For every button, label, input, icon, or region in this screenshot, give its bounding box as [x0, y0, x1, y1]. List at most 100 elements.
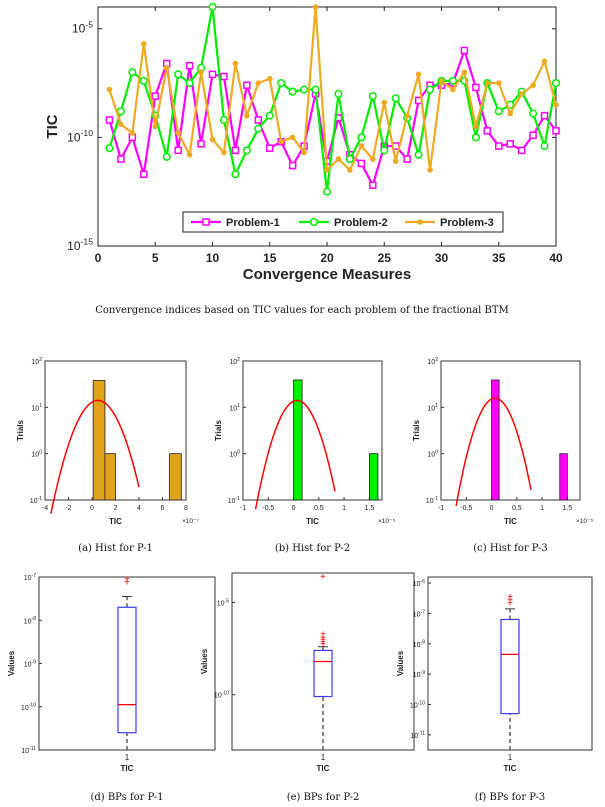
- legend-marker: [417, 219, 423, 225]
- box-iqr: [313, 649, 333, 698]
- data-point: [540, 111, 549, 120]
- data-point: [381, 99, 388, 106]
- data-point: [427, 167, 433, 173]
- data-point: [185, 61, 194, 70]
- subfigure-caption: (c) Hist for P-3: [473, 543, 547, 554]
- outlier-marker: +: [320, 638, 326, 649]
- outlier-marker: +: [320, 639, 326, 650]
- subfigure-caption: (e) BPs for P-2: [287, 792, 360, 803]
- data-point: [208, 70, 217, 79]
- box-iqr: [117, 606, 137, 734]
- data-point: [345, 155, 354, 164]
- x-tick-label: 0: [292, 505, 296, 512]
- histogram-p1: -4 -2 0 2 4 6 8 102 101 100 10-1 TIC ×10⁻⁷ Trials (a) …: [16, 357, 199, 554]
- x-axis-label: TIC: [504, 517, 517, 526]
- data-point: [243, 81, 251, 89]
- data-point: [288, 87, 297, 96]
- subfigure-caption: (d) BPs for P-1: [90, 792, 163, 803]
- data-point: [450, 86, 456, 93]
- histogram-bar: [559, 453, 568, 501]
- box-iqr: [500, 618, 520, 715]
- x-tick-label: 2: [114, 505, 118, 512]
- data-point: [369, 181, 377, 189]
- data-point: [141, 41, 147, 47]
- data-point: [483, 127, 492, 135]
- x-tick-label: 1.5: [364, 505, 374, 512]
- x-tick-label: 1: [508, 753, 513, 762]
- x-tick-label: 35: [492, 251, 506, 265]
- x-tick-label: 1: [540, 505, 544, 512]
- data-point: [368, 92, 377, 101]
- data-point: [495, 80, 502, 86]
- data-point: [530, 82, 536, 89]
- data-point: [266, 75, 273, 82]
- data-point: [116, 107, 125, 116]
- data-point: [415, 71, 422, 78]
- data-point: [265, 111, 274, 120]
- data-point: [219, 115, 228, 125]
- data-point: [392, 158, 399, 165]
- data-point: [106, 86, 113, 93]
- series-line-problem-3: [108, 6, 558, 173]
- main-plot-frame: [97, 6, 557, 247]
- y-tick-label: 10-1: [228, 496, 240, 505]
- data-point: [197, 140, 205, 148]
- data-point: [322, 187, 332, 196]
- x-tick-label: 30: [435, 251, 449, 265]
- y-tick-label: 102: [31, 357, 42, 366]
- data-point: [495, 142, 503, 150]
- legend-marker: [309, 217, 319, 227]
- y-tick-label: 100: [31, 450, 42, 459]
- x-multiplier-label: ×10⁻⁵: [378, 518, 395, 525]
- y-tick-label: 10-7: [24, 573, 36, 582]
- data-point: [289, 134, 296, 141]
- plot-frame: [242, 360, 383, 501]
- x-tick-label: 20: [320, 251, 334, 265]
- data-point: [231, 146, 240, 155]
- data-point: [231, 170, 240, 179]
- y-axis-label: TIC: [44, 114, 61, 138]
- data-point: [175, 130, 181, 136]
- y-tick-label: 101: [31, 403, 42, 412]
- x-tick-label: 40: [549, 251, 563, 265]
- y-tick-label: 10-8: [24, 616, 36, 625]
- y-tick-label: 10-5: [217, 598, 229, 607]
- data-point: [254, 116, 263, 124]
- y-tick-label: 10-10: [67, 128, 93, 144]
- y-tick-label: 101: [229, 403, 240, 412]
- outlier-marker: +: [320, 633, 326, 644]
- data-point: [301, 149, 307, 156]
- y-tick-label: 10-10: [214, 691, 229, 700]
- x-tick-label: 1: [342, 505, 346, 512]
- data-point: [152, 123, 159, 130]
- normal-fit-curve: [254, 399, 336, 510]
- y-tick-label: 101: [427, 403, 438, 412]
- x-tick-label: 15: [263, 251, 277, 265]
- x-tick-label: 0.5: [314, 505, 324, 512]
- outlier-marker: +: [320, 572, 326, 583]
- y-axis-label: Trials: [214, 420, 223, 441]
- legend-label: Problem-2: [334, 217, 388, 229]
- outlier-marker: +: [124, 578, 130, 589]
- x-axis-label: TIC: [306, 517, 319, 526]
- data-point: [529, 109, 538, 118]
- data-point: [414, 150, 423, 159]
- legend-label: Problem-3: [440, 217, 494, 229]
- x-tick-label: 1: [125, 753, 130, 762]
- data-point: [140, 170, 148, 179]
- outlier-marker: +: [320, 629, 326, 640]
- data-point: [529, 131, 537, 139]
- data-point: [553, 101, 559, 108]
- data-point: [118, 121, 124, 128]
- boxplot-p3: 10-610-710-810-910-1010-111+++TICValues(…: [396, 576, 593, 803]
- data-point: [129, 130, 136, 136]
- data-point: [174, 70, 183, 79]
- data-point: [242, 146, 251, 155]
- y-axis-label: Trials: [412, 420, 421, 441]
- data-point: [448, 76, 458, 85]
- x-tick-label: -1: [438, 505, 444, 512]
- data-point: [198, 69, 204, 75]
- y-axis-label: Trials: [16, 420, 25, 441]
- normal-fit-curve: [455, 397, 532, 507]
- subfigure-caption: (b) Hist for P-2: [275, 543, 350, 554]
